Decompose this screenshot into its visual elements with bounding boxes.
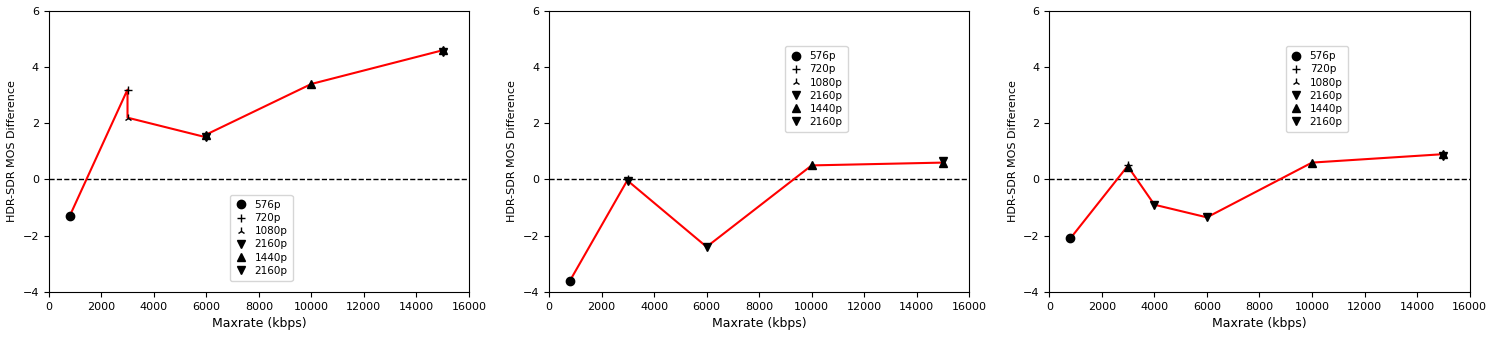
Legend: 576p, 720p, 1080p, 2160p, 1440p, 2160p: 576p, 720p, 1080p, 2160p, 1440p, 2160p — [786, 46, 847, 132]
Y-axis label: HDR-SDR MOS Difference: HDR-SDR MOS Difference — [7, 81, 16, 222]
Y-axis label: HDR-SDR MOS Difference: HDR-SDR MOS Difference — [508, 81, 517, 222]
Y-axis label: HDR-SDR MOS Difference: HDR-SDR MOS Difference — [1007, 81, 1017, 222]
Legend: 576p, 720p, 1080p, 2160p, 1440p, 2160p: 576p, 720p, 1080p, 2160p, 1440p, 2160p — [230, 195, 293, 281]
X-axis label: Maxrate (kbps): Maxrate (kbps) — [1212, 317, 1307, 330]
X-axis label: Maxrate (kbps): Maxrate (kbps) — [212, 317, 306, 330]
Legend: 576p, 720p, 1080p, 2160p, 1440p, 2160p: 576p, 720p, 1080p, 2160p, 1440p, 2160p — [1286, 46, 1348, 132]
X-axis label: Maxrate (kbps): Maxrate (kbps) — [711, 317, 807, 330]
